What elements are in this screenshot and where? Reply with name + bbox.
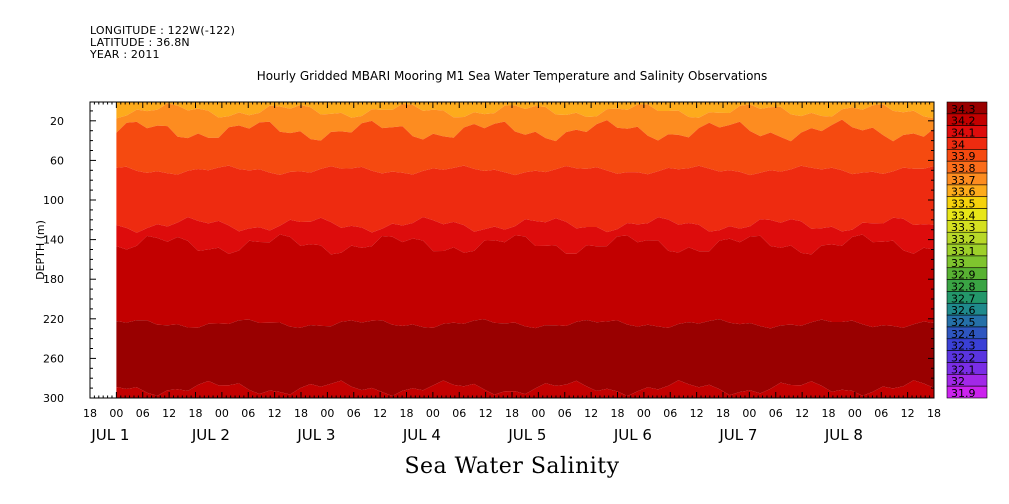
longitude-label: LONGITUDE : 122W(-122)	[90, 24, 236, 37]
salinity-band	[116, 380, 934, 398]
y-tick-label: 180	[43, 273, 64, 286]
x-tick-label: 18	[189, 407, 203, 420]
colorbar-label: 33.1	[951, 245, 976, 258]
colorbar-label: 33.9	[951, 150, 976, 163]
x-tick-label: 18	[505, 407, 519, 420]
axes: 20 60 100 140 180 220 260 300 DEPTH (m) 18 00 06 12 1…	[34, 101, 941, 444]
x-tick-label: 00	[742, 407, 756, 420]
salinity-band	[116, 103, 934, 142]
colorbar-label: 34	[951, 138, 965, 151]
x-tick-label: 18	[927, 407, 941, 420]
x-tick-label: 00	[320, 407, 334, 420]
y-tick-label: 20	[50, 115, 64, 128]
x-tick-label: 18	[822, 407, 836, 420]
salinity-band	[116, 102, 934, 119]
y-tick-label: 60	[50, 154, 64, 167]
salinity-band	[116, 217, 934, 255]
colorbar-label: 33.5	[951, 198, 976, 211]
colorbar-label: 33	[951, 257, 965, 270]
x-tick-label: 18	[611, 407, 625, 420]
plot-area	[90, 102, 934, 398]
colorbar-label: 32.7	[951, 292, 976, 305]
colorbar-label: 32	[951, 375, 965, 388]
x-tick-label: 12	[479, 407, 493, 420]
x-tick-label: 06	[558, 407, 572, 420]
x-tick-label: 12	[901, 407, 915, 420]
salinity-band	[116, 165, 934, 233]
x-tick-label: 00	[531, 407, 545, 420]
y-tick-label: 220	[43, 313, 64, 326]
x-day-label: JUL 3	[296, 426, 335, 444]
colorbar-label: 33.8	[951, 162, 976, 175]
x-tick-label: 18	[400, 407, 414, 420]
x-tick-label: 12	[162, 407, 176, 420]
x-day-label: JUL 5	[507, 426, 546, 444]
x-axis-title: Sea Water Salinity	[404, 454, 620, 479]
x-tick-label: 12	[584, 407, 598, 420]
colorbar-label: 33.2	[951, 233, 976, 246]
year-label: YEAR : 2011	[90, 48, 160, 61]
x-tick-label: 00	[109, 407, 123, 420]
colorbar-label: 33.6	[951, 186, 976, 199]
x-day-label: JUL 8	[824, 426, 863, 444]
salinity-band	[116, 119, 934, 176]
x-tick-label: 06	[874, 407, 888, 420]
x-tick-label: 06	[663, 407, 677, 420]
colorbar-label: 31.9	[951, 387, 976, 400]
x-tick-label: 12	[795, 407, 809, 420]
colorbar-label: 33.7	[951, 174, 976, 187]
x-tick-label: 00	[215, 407, 229, 420]
colorbar-label: 32.2	[951, 351, 976, 364]
x-tick-label: 12	[690, 407, 704, 420]
x-day-label: JUL 7	[718, 426, 757, 444]
colorbar-label: 32.4	[951, 328, 976, 341]
x-day-label: JUL 4	[402, 426, 441, 444]
y-axis-label: DEPTH (m)	[34, 220, 47, 280]
colorbar-label: 34.2	[951, 115, 976, 128]
x-tick-label: 00	[426, 407, 440, 420]
colorbar-swatch	[946, 385, 988, 399]
colorbar-label: 32.9	[951, 269, 976, 282]
colorbar-label: 33.3	[951, 221, 976, 234]
chart-title: Hourly Gridded MBARI Mooring M1 Sea Wate…	[256, 69, 768, 83]
x-tick-label: 00	[848, 407, 862, 420]
x-tick-label: 00	[637, 407, 651, 420]
x-tick-label: 12	[373, 407, 387, 420]
x-day-label: JUL 2	[191, 426, 230, 444]
x-tick-label: 06	[769, 407, 783, 420]
x-tick-label: 06	[347, 407, 361, 420]
x-tick-label: 18	[716, 407, 730, 420]
colorbar-label: 32.1	[951, 363, 976, 376]
colorbar-label: 32.8	[951, 280, 976, 293]
salinity-band	[116, 319, 934, 396]
salinity-band	[116, 234, 934, 329]
x-tick-label: 06	[136, 407, 150, 420]
x-tick-label: 18	[83, 407, 97, 420]
x-tick-label: 12	[268, 407, 282, 420]
latitude-label: LATITUDE : 36.8N	[90, 36, 190, 49]
colorbar-label: 34.3	[951, 103, 976, 116]
y-tick-label: 260	[43, 352, 64, 365]
x-day-label: JUL 1	[90, 426, 129, 444]
x-tick-label: 06	[241, 407, 255, 420]
x-day-label: JUL 6	[613, 426, 652, 444]
colorbar-label: 33.4	[951, 209, 976, 222]
colorbar-label: 32.5	[951, 316, 976, 329]
x-tick-label: 06	[452, 407, 466, 420]
colorbar-label: 34.1	[951, 127, 976, 140]
y-tick-label: 140	[43, 234, 64, 247]
colorbar-label: 32.3	[951, 340, 976, 353]
y-tick-label: 300	[43, 392, 64, 405]
colorbar: 34.334.234.13433.933.833.733.633.533.433…	[946, 101, 988, 400]
colorbar-label: 32.6	[951, 304, 976, 317]
x-tick-label: 18	[294, 407, 308, 420]
y-tick-label: 100	[43, 194, 64, 207]
